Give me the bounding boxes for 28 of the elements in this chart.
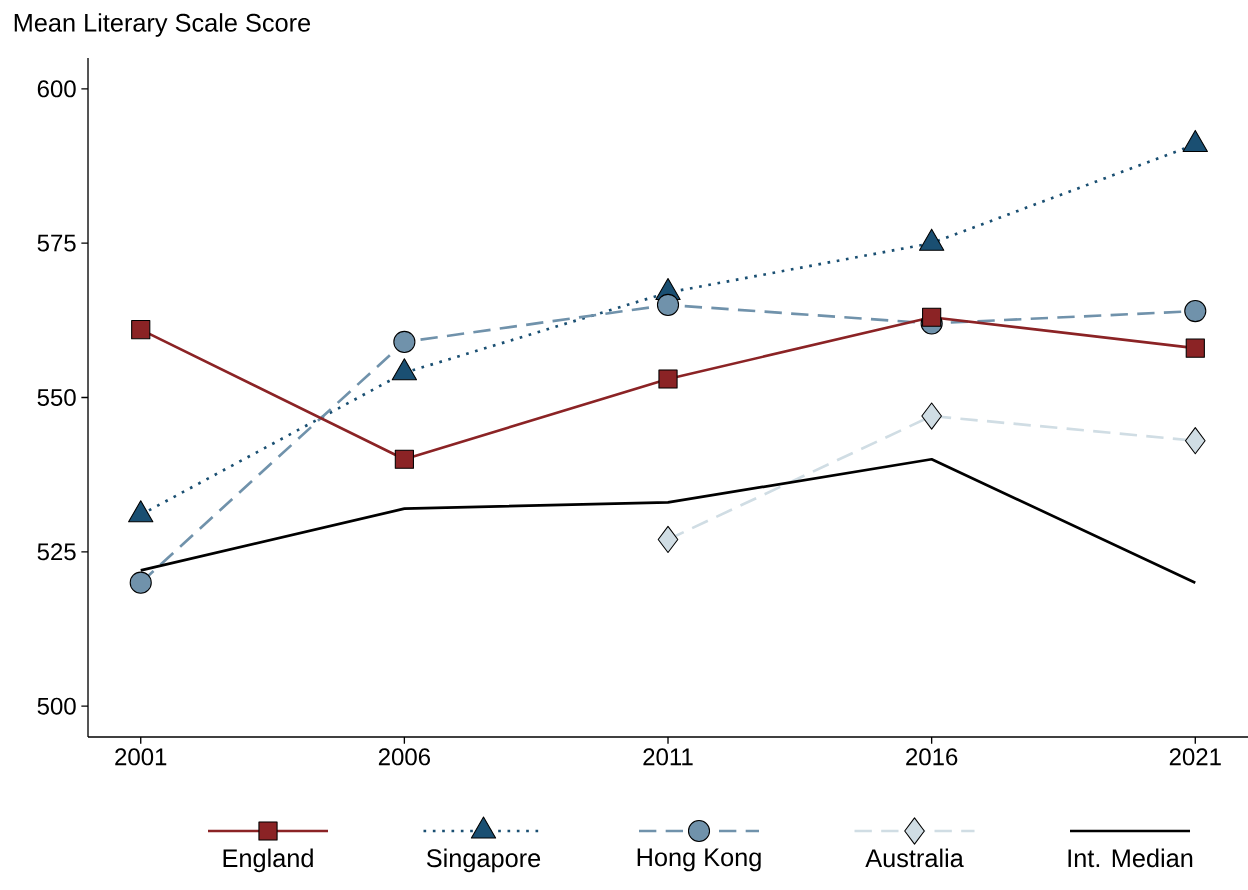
legend-label: Australia (865, 848, 964, 868)
y-tick-label: 500 (37, 697, 76, 715)
x-tick-label: 2021 (1169, 748, 1221, 766)
point (922, 307, 942, 327)
legend-label: Hong Kong (637, 848, 761, 872)
point (1184, 427, 1206, 455)
y-tick-label: 525 (37, 543, 76, 561)
point (656, 293, 680, 316)
point (1184, 300, 1207, 323)
point (129, 571, 152, 594)
point (657, 525, 679, 554)
point (394, 449, 414, 469)
x-tick-label: 2016 (906, 748, 958, 766)
y-tick-label: 550 (37, 388, 76, 406)
y-tick-label: 575 (37, 234, 76, 252)
legend-label: Int. Median (1068, 848, 1193, 868)
legend-label: Singapore (426, 848, 541, 873)
x-tick-label: 2001 (115, 748, 167, 766)
legend-label: England (223, 848, 313, 873)
x-tick-label: 2011 (643, 748, 693, 766)
point (921, 402, 942, 430)
point (393, 330, 416, 354)
point (1185, 338, 1205, 358)
y-axis-title: Mean Literary Scale Score (14, 13, 311, 37)
x-tick-label: 2006 (378, 748, 430, 766)
y-tick-label: 600 (37, 80, 76, 98)
point (131, 319, 151, 340)
point (658, 369, 678, 389)
